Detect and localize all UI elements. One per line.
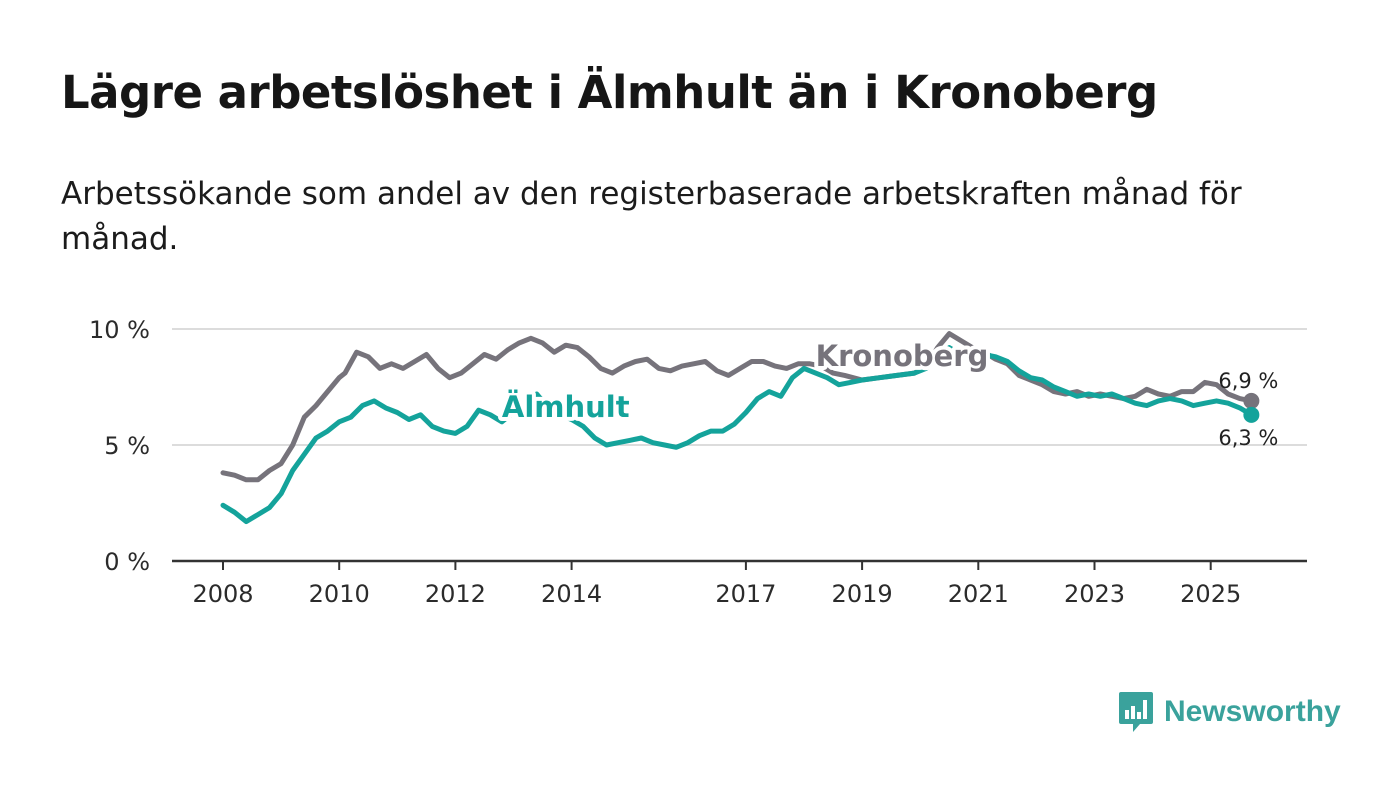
x-tick-label: 2008 bbox=[192, 580, 253, 608]
x-tick-label: 2019 bbox=[832, 580, 893, 608]
x-tick-label: 2012 bbox=[425, 580, 486, 608]
series-label-kronoberg: Kronoberg bbox=[816, 339, 989, 373]
y-tick-label: 5 % bbox=[104, 432, 150, 460]
end-point-kronoberg bbox=[1243, 392, 1260, 409]
series-lines bbox=[220, 331, 1254, 525]
end-markers: 6,9 % 6,3 % bbox=[1218, 369, 1278, 450]
series-line-almhult bbox=[220, 345, 1254, 525]
x-tick-label: 2023 bbox=[1064, 580, 1125, 608]
series-line-kronoberg bbox=[220, 331, 1254, 483]
chart-subtitle: Arbetssökande som andel av den registerb… bbox=[61, 176, 1242, 257]
series-labels: Kronoberg Älmhult bbox=[498, 335, 993, 428]
y-tick-label: 0 % bbox=[104, 548, 150, 576]
brand-name: Newsworthy bbox=[1164, 695, 1341, 728]
x-axis-ticks: 2008 2010 2012 2014 2017 2019 2021 2023 2025 bbox=[192, 561, 1241, 608]
y-tick-label: 10 % bbox=[89, 316, 150, 344]
x-tick-label: 2021 bbox=[948, 580, 1009, 608]
x-tick-label: 2014 bbox=[541, 580, 602, 608]
y-axis-ticks: 0 % 5 % 10 % bbox=[89, 316, 150, 576]
end-value-label-almhult: 6,3 % bbox=[1218, 426, 1278, 450]
x-tick-label: 2010 bbox=[309, 580, 370, 608]
chart-title: Lägre arbetslöshet i Älmhult än i Kronob… bbox=[61, 66, 1158, 119]
chart-bubble-icon bbox=[1119, 692, 1153, 732]
series-label-almhult: Älmhult bbox=[502, 390, 630, 424]
newsworthy-logo[interactable]: Newsworthy bbox=[1118, 690, 1341, 734]
gridlines bbox=[172, 328, 1307, 446]
x-tick-label: 2017 bbox=[715, 580, 776, 608]
end-point-almhult bbox=[1243, 406, 1260, 423]
end-value-label-kronoberg: 6,9 % bbox=[1218, 369, 1278, 393]
x-tick-label: 2025 bbox=[1180, 580, 1241, 608]
